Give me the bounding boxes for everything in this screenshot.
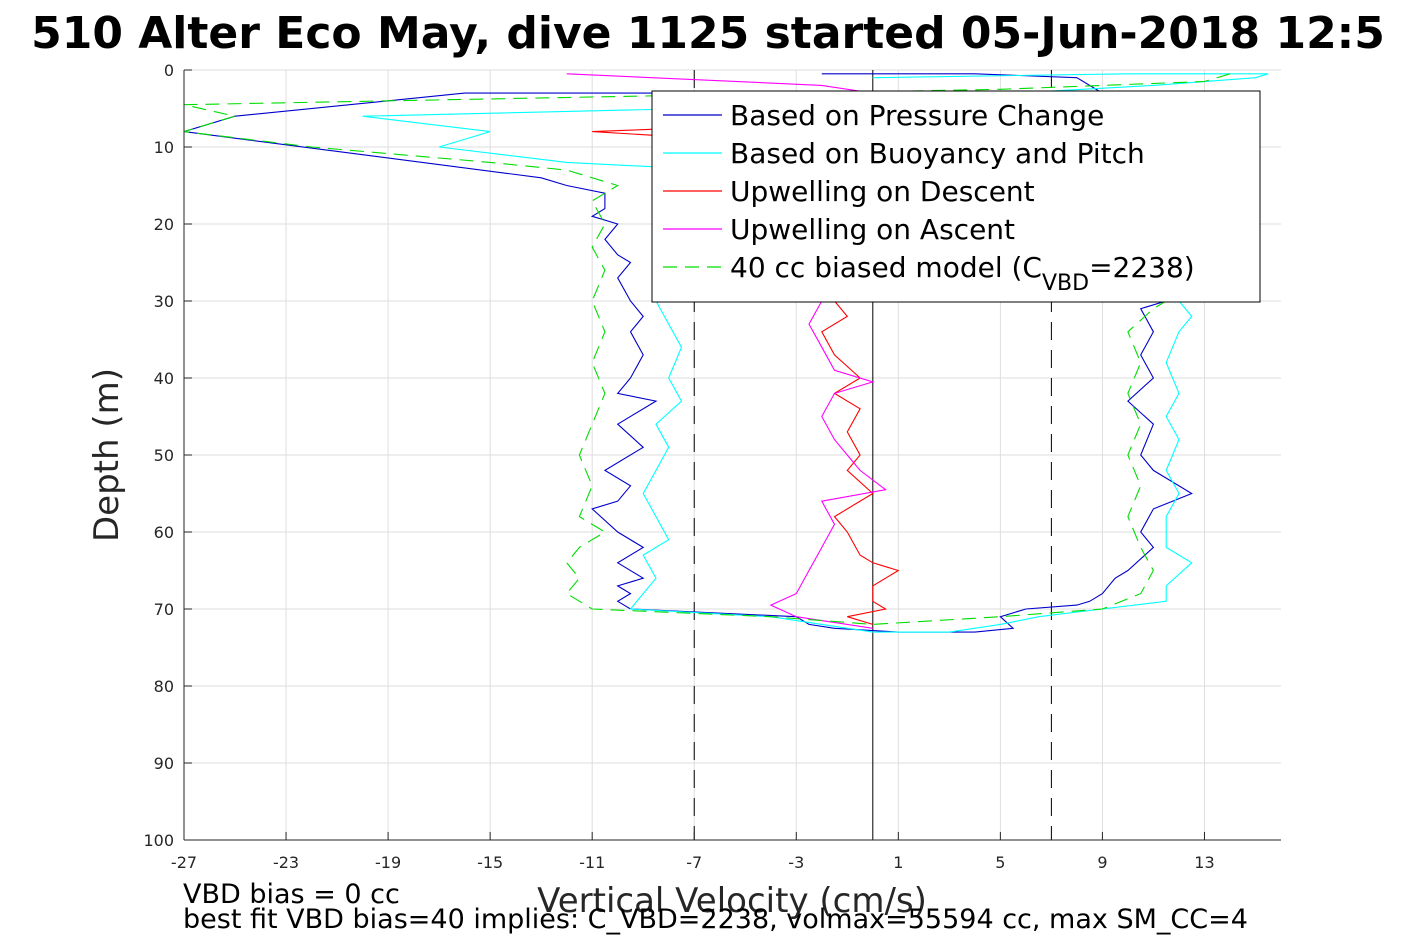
x-tick-label: -19 — [375, 853, 401, 872]
series-line-4 — [184, 73, 1231, 625]
legend-label-0: Based on Pressure Change — [730, 99, 1104, 132]
y-tick-label: 100 — [143, 831, 174, 850]
legend-label-1: Based on Buoyancy and Pitch — [730, 137, 1145, 170]
legend-label-4: 40 cc biased model (CVBD=2238) — [730, 251, 1195, 296]
y-tick-label: 80 — [154, 677, 174, 696]
annotation-best-fit: best fit VBD bias=40 implies: C_VBD=2238… — [183, 904, 1248, 935]
x-tick-label: 13 — [1194, 853, 1214, 872]
x-tick-label: 1 — [893, 853, 903, 872]
legend-box — [651, 90, 1261, 303]
y-tick-label: 30 — [154, 292, 174, 311]
x-tick-label: 9 — [1097, 853, 1107, 872]
chart-title: 510 Alter Eco May, dive 1125 started 05-… — [31, 8, 1385, 59]
legend: Based on Pressure Change Based on Buoyanc… — [651, 90, 1261, 303]
legend-label-3: Upwelling on Ascent — [730, 213, 1015, 246]
annotation-vbd-bias: VBD bias = 0 cc — [183, 879, 400, 910]
y-tick-label: 40 — [154, 369, 174, 388]
y-tick-label: 50 — [154, 446, 174, 465]
y-tick-label: 20 — [154, 215, 174, 234]
y-tick-label: 0 — [164, 61, 174, 80]
series-line-0 — [184, 73, 1193, 633]
x-axis-label: Vertical Velocity (cm/s) — [537, 881, 927, 921]
legend-label-2: Upwelling on Descent — [730, 175, 1035, 208]
y-tick-label: 70 — [154, 600, 174, 619]
x-tick-label: -3 — [788, 853, 804, 872]
y-axis-label: Depth (m) — [87, 368, 127, 542]
x-ticks: -27 -23 -19 -15 -11 -7 -3 1 5 9 13 — [171, 832, 1215, 872]
y-tick-label: 90 — [154, 754, 174, 773]
x-tick-label: -27 — [171, 853, 197, 872]
series-line-1 — [362, 73, 1269, 633]
x-tick-label: -11 — [579, 853, 605, 872]
x-tick-label: -15 — [477, 853, 503, 872]
y-tick-label: 10 — [154, 138, 174, 157]
y-ticks: 0 10 20 30 40 50 60 70 80 90 100 — [143, 61, 192, 850]
x-tick-label: 5 — [995, 853, 1005, 872]
x-tick-label: -7 — [686, 853, 702, 872]
x-tick-label: -23 — [273, 853, 299, 872]
y-tick-label: 60 — [154, 523, 174, 542]
